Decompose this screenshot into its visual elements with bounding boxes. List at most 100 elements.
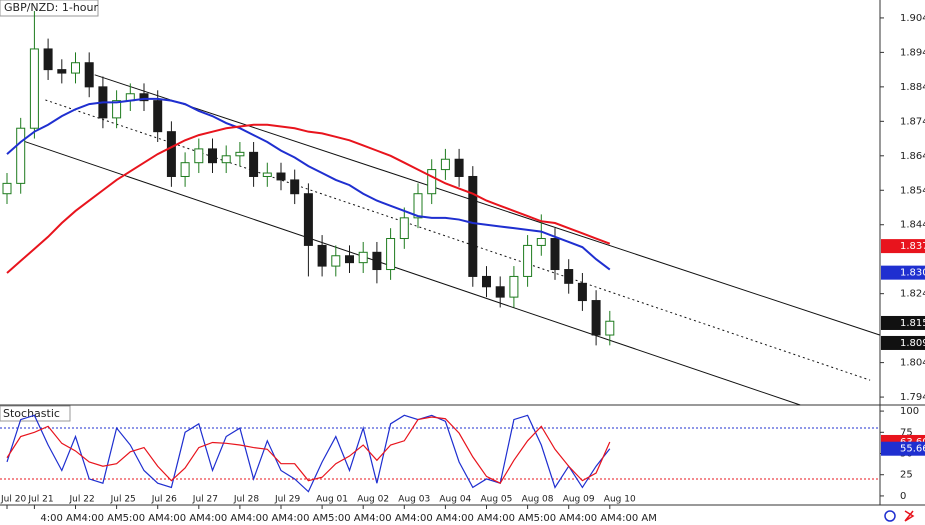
price-label: 55.66: [900, 444, 925, 455]
x-tick-label: Aug 10: [604, 495, 636, 505]
price-label-box: [881, 315, 925, 330]
candle-body: [591, 300, 601, 336]
candle-body: [235, 151, 245, 157]
candle-body: [112, 100, 122, 119]
x-sub-label: 4:00 AM: [410, 513, 451, 524]
y-tick-label: 75: [900, 427, 913, 438]
candle-body: [358, 251, 368, 264]
x-sub-label: 4:00 AM: [82, 513, 123, 524]
candle-body: [16, 127, 26, 184]
price-label: 1.8301: [900, 268, 925, 279]
x-tick-label: Jul 21: [27, 495, 53, 505]
y-tick-label: 1.9040: [900, 13, 925, 24]
x-tick-label: Jul 25: [110, 495, 136, 505]
candle-body: [399, 217, 409, 240]
candle-body: [331, 255, 341, 267]
candle-body: [139, 93, 149, 102]
candle-body: [605, 320, 615, 336]
candle-body: [166, 131, 176, 177]
candle-body: [550, 238, 560, 271]
icon[interactable]: [884, 510, 896, 522]
x-tick-label: Aug 05: [481, 495, 513, 505]
y-tick-label: 1.8840: [900, 82, 925, 93]
candle-body: [427, 169, 437, 195]
candle-body: [208, 148, 217, 164]
price-label: 1.8378: [900, 241, 925, 252]
y-tick-label: 1.8040: [900, 358, 925, 369]
x-sub-label: 5:00 AM: [123, 513, 164, 524]
moving-average: [6, 97, 611, 271]
x-sub-label: 4:00 AM: [369, 513, 410, 524]
candle-body: [180, 162, 190, 177]
x-tick-label: Jul 29: [274, 495, 300, 505]
y-tick-label: 0: [900, 491, 906, 502]
x-sub-label: 4:00 AM: [493, 513, 534, 524]
x-sub-label: 5:00 AM: [534, 513, 575, 524]
candle-body: [43, 48, 53, 71]
candle-body: [262, 172, 272, 177]
y-tick-label: 25: [900, 470, 913, 481]
y-tick-label: 1.8940: [900, 47, 925, 58]
y-tick-label: 1.8640: [900, 151, 925, 162]
candle-body: [317, 244, 327, 267]
candle-body: [372, 251, 382, 271]
channel-line: [94, 74, 880, 336]
x-sub-label: 5:00 AM: [328, 513, 369, 524]
x-tick-label: Aug 01: [316, 495, 348, 505]
x-tick-label: Jul 28: [233, 495, 259, 505]
title-box: [0, 405, 71, 422]
channel-line: [19, 139, 801, 406]
candle-body: [57, 69, 67, 74]
x-sub-label: 4:00 AM: [164, 513, 205, 524]
channel-line: [45, 99, 871, 381]
x-sub-label: 4:00 AM: [451, 513, 492, 524]
candle-body: [482, 275, 491, 288]
candle-body: [2, 182, 12, 195]
price-label-box: [881, 265, 925, 280]
candle-body: [577, 282, 587, 302]
y-tick-label: 100: [900, 406, 919, 417]
candle-body: [84, 62, 94, 88]
x-sub-label: 4:00 AM: [616, 513, 657, 524]
price-label: 1.8097: [900, 338, 925, 349]
y-tick-label: 1.8740: [900, 116, 925, 127]
candle-body: [290, 179, 300, 195]
candle-body: [29, 48, 39, 129]
x-tick-label: Aug 02: [357, 495, 389, 505]
toolbar-icons[interactable]: [884, 510, 915, 522]
candle-body: [71, 62, 80, 74]
candle-body: [153, 100, 163, 133]
stochastic-line: [6, 416, 611, 484]
candle-body: [536, 238, 546, 246]
x-tick-label: Aug 08: [522, 495, 554, 505]
candle-body: [454, 158, 464, 177]
candle-body: [386, 238, 396, 271]
candle-body: [468, 175, 478, 277]
x-tick-label: Jul 26: [151, 495, 177, 505]
y-tick-label: 1.8440: [900, 220, 925, 231]
chart-title: GBP/NZD: 1-hour: [4, 1, 98, 14]
candle-body: [523, 244, 533, 277]
x-sub-label: 4:00 AM: [246, 513, 287, 524]
candle-body: [345, 255, 354, 264]
x-tick-label: Aug 09: [563, 495, 595, 505]
panel-title: Stochastic: [3, 407, 60, 420]
candle-body: [413, 193, 423, 219]
candle-body: [249, 151, 259, 177]
x-tick-label: Aug 03: [398, 495, 430, 505]
candle-body: [495, 286, 505, 298]
title-box: [0, 0, 99, 17]
price-label-box: [881, 239, 925, 254]
y-tick-label: 1.8240: [900, 289, 925, 300]
x-sub-label: 4:00 AM: [205, 513, 246, 524]
candle-body: [276, 172, 286, 181]
icon[interactable]: [904, 510, 915, 522]
moving-average: [6, 123, 611, 274]
y-tick-label: 1.7940: [900, 392, 925, 403]
x-tick-label: Aug 04: [439, 495, 471, 505]
candle-body: [509, 275, 519, 298]
x-sub-label: 4:00 AM: [40, 513, 81, 524]
candle-body: [564, 269, 574, 284]
